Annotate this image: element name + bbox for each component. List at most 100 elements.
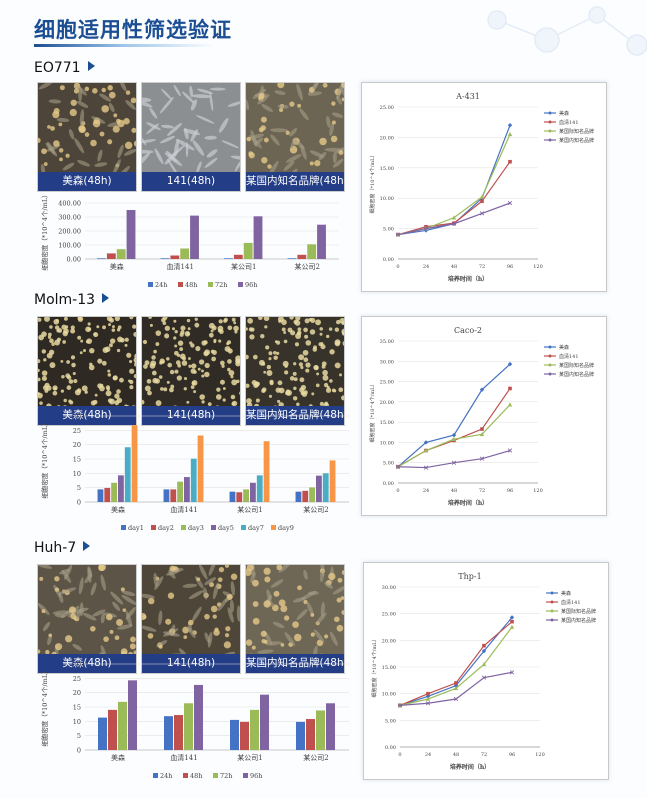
legend-marker (548, 120, 552, 124)
bar (256, 475, 263, 502)
bar (253, 216, 263, 259)
chart-title: Caco-2 (454, 326, 482, 335)
legend-swatch (211, 525, 216, 530)
y-tick-label: 10.00 (380, 196, 394, 202)
x-tick-label: 0 (398, 752, 401, 758)
y-tick-label: 20 (73, 689, 81, 697)
bar (329, 460, 336, 502)
data-point (479, 432, 485, 437)
legend-label: 血清141 (561, 599, 581, 606)
data-point (508, 386, 512, 391)
y-axis-label: 细胞密度（*10^4个/mL） (369, 382, 376, 443)
y-tick-label: 15.00 (380, 420, 394, 426)
x-axis-label: 培养时间（h） (450, 763, 490, 771)
page-title: 细胞适用性筛选验证 (34, 18, 232, 42)
legend-swatch (238, 282, 243, 287)
legend-marker (548, 111, 552, 115)
data-point (479, 387, 485, 392)
legend-swatch (213, 773, 218, 778)
cell-photo: 某国内知名品牌(48h) (245, 316, 345, 426)
legend-label: 某国际知名品牌 (561, 608, 596, 615)
bar (170, 489, 177, 502)
bar (108, 709, 117, 750)
bar (160, 258, 170, 259)
x-tick-label: 0 (396, 264, 399, 270)
legend-swatch (121, 525, 126, 530)
y-tick-label: 20.00 (380, 135, 394, 141)
bar-chart-huh7: 0 5 10 15 20 25 30 细胞密度（*10^4个/mL） 美森 血清141 某公司1 某公… (40, 661, 349, 780)
x-tick-label: 血清141 (167, 262, 194, 271)
y-tick-label: 30 (73, 413, 81, 421)
bar (250, 482, 256, 502)
y-tick-label: 15 (73, 704, 81, 712)
bar (309, 487, 315, 502)
cell-photo: 141(48h) (141, 82, 241, 192)
legend-label: 96h (250, 772, 262, 780)
data-point (507, 200, 513, 206)
bar (97, 489, 104, 502)
section-label-eo771: EO771 (34, 60, 95, 76)
y-tick-label: 20.00 (382, 638, 396, 644)
x-tick-label: 24 (423, 488, 429, 494)
y-tick-label: 30 (73, 661, 81, 669)
y-tick-label: 25 (73, 427, 81, 435)
y-tick-label: 20 (73, 441, 81, 449)
bar (296, 721, 305, 750)
y-tick-label: 0.00 (383, 257, 394, 263)
y-tick-label: 25.00 (382, 612, 396, 618)
play-triangle-icon (87, 61, 95, 71)
data-point (451, 221, 457, 226)
photo-caption: 美森(48h) (38, 654, 136, 673)
photo-caption: 某国内知名品牌(48h) (246, 654, 344, 673)
bar (243, 242, 253, 259)
data-point (395, 232, 401, 237)
legend-label: 某国内知名品牌 (559, 371, 594, 378)
cell-photo: 141(48h) (141, 564, 241, 674)
bar (317, 224, 326, 259)
legend-swatch (241, 525, 246, 530)
data-point (453, 696, 459, 702)
data-point (480, 199, 484, 204)
y-tick-label: 15 (73, 456, 81, 464)
section-label-molm13: Molm-13 (34, 292, 110, 308)
y-tick-label: 5.00 (383, 461, 394, 467)
bar (184, 477, 190, 502)
cell-photo: 美森(48h) (37, 316, 137, 426)
x-tick-label: 96 (507, 264, 513, 270)
bar (194, 684, 203, 750)
legend-swatch (243, 773, 248, 778)
y-axis-label: 细胞密度（*10^4个/mL） (369, 153, 376, 214)
x-tick-label: 某公司1 (231, 263, 256, 271)
data-point (509, 624, 515, 629)
legend-label: 72h (215, 281, 227, 289)
y-tick-label: 20.00 (380, 400, 394, 406)
data-point (479, 456, 485, 461)
bar (230, 719, 239, 750)
legend-marker (550, 600, 554, 604)
y-tick-label: 300.00 (58, 214, 81, 222)
chart-title: Thp-1 (458, 572, 481, 581)
y-tick-label: 0 (77, 747, 81, 755)
legend-label: 48h (185, 281, 197, 289)
legend-marker (548, 129, 552, 133)
legend-marker (548, 372, 552, 376)
x-tick-label: 某公司2 (295, 263, 320, 271)
bar (111, 482, 117, 502)
legend-marker (548, 363, 552, 367)
line-chart-panel: Thp-1 0.00 5.00 10.00 15.00 20.00 25.00 30.00 0 2… (363, 562, 609, 780)
y-tick-label: 10.00 (382, 692, 396, 698)
x-tick-label: 96 (507, 488, 513, 494)
x-tick-label: 96 (509, 752, 515, 758)
bar (240, 721, 249, 750)
y-tick-label: 25.00 (380, 380, 394, 386)
data-point (507, 402, 513, 407)
x-axis-label: 培养时间（h） (448, 275, 488, 283)
y-tick-label: 200.00 (58, 228, 81, 236)
line-chart-thp1: Thp-1 0.00 5.00 10.00 15.00 20.00 25.00 30.00 0 2… (371, 572, 596, 771)
data-point (451, 215, 457, 220)
data-point (426, 691, 430, 696)
y-tick-label: 400.00 (58, 200, 81, 208)
y-tick-label: 100.00 (58, 242, 81, 250)
bar (170, 255, 180, 259)
data-point (507, 123, 513, 128)
